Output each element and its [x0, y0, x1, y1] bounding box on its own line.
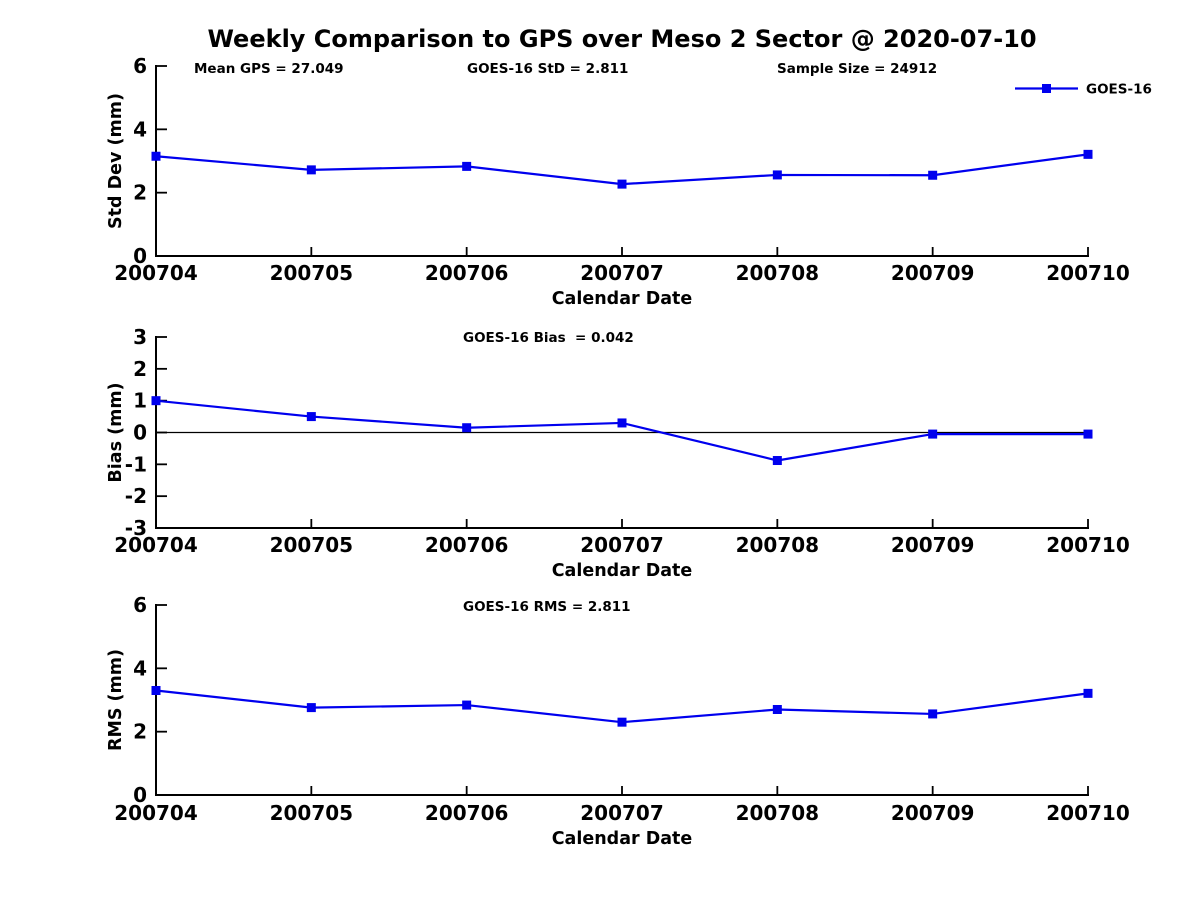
y-axis-label: Std Dev (mm): [106, 93, 126, 229]
y-tick-label: 0: [133, 783, 147, 807]
x-tick-label: 200704: [114, 533, 198, 557]
y-tick-label: 4: [133, 117, 147, 141]
x-tick-label: 200706: [425, 801, 509, 825]
data-point-marker: [617, 418, 627, 428]
x-tick-label: 200706: [425, 261, 509, 285]
y-tick-label: 2: [133, 357, 147, 381]
data-point-marker: [151, 686, 161, 695]
series-line: [155, 399, 1088, 462]
x-tick-label: 200708: [736, 261, 820, 285]
y-tick-label: 4: [133, 656, 147, 680]
y-tick-label: 6: [133, 54, 147, 78]
y-tick-label: -1: [125, 452, 147, 476]
x-axis-label: Calendar Date: [552, 561, 693, 581]
data-point-marker: [1083, 688, 1093, 698]
x-axis-label: Calendar Date: [552, 829, 693, 849]
data-point-marker: [462, 161, 472, 171]
data-point-marker: [306, 703, 316, 713]
data-point-marker: [928, 429, 938, 439]
data-point-marker: [928, 709, 938, 719]
x-tick-label: 200709: [891, 533, 975, 557]
x-tick-label: 200705: [270, 261, 354, 285]
x-tick-label: 200705: [270, 533, 354, 557]
x-tick-label: 200710: [1046, 801, 1130, 825]
std-dev-panel: 0 2 4 6 200704 200705 200706 200707 200708 200709…: [106, 54, 1152, 309]
x-tick-label: 200707: [580, 533, 664, 557]
y-tick-label: 6: [133, 593, 147, 617]
x-axis-label: Calendar Date: [552, 289, 693, 309]
y-tick-label: 2: [133, 720, 147, 744]
data-point-marker: [462, 423, 472, 433]
x-tick-label: 200704: [114, 801, 198, 825]
panel-annotation: GOES-16 RMS = 2.811: [463, 599, 631, 615]
data-point-marker: [772, 705, 782, 714]
y-tick-label: 3: [133, 325, 147, 349]
x-tick-label: 200710: [1046, 533, 1130, 557]
x-tick-label: 200710: [1046, 261, 1130, 285]
data-point-marker: [462, 700, 472, 710]
y-tick-label: -2: [125, 484, 147, 508]
data-point-marker: [1083, 149, 1093, 159]
axis-spines: [155, 604, 1089, 796]
y-tick-label: 0: [133, 244, 147, 268]
legend-label: GOES-16: [1086, 82, 1152, 98]
data-point-marker: [306, 412, 316, 422]
bias-panel: -3 -2 -1 0 1 2 3 200704 200705 200706 200707 200708…: [106, 325, 1130, 581]
panel-annotation: Sample Size = 24912: [777, 61, 937, 77]
rms-panel: 0 2 4 6 200704 200705 200706 200707 200708 200709…: [106, 593, 1130, 849]
x-tick-label: 200707: [580, 801, 664, 825]
x-tick-label: 200705: [270, 801, 354, 825]
x-tick-label: 200707: [580, 261, 664, 285]
y-tick-label: -3: [125, 516, 147, 540]
data-point-marker: [617, 717, 627, 727]
data-point-marker: [772, 170, 782, 180]
figure-title: Weekly Comparison to GPS over Meso 2 Sec…: [207, 25, 1037, 53]
panel-annotation: Mean GPS = 27.049: [194, 61, 344, 77]
y-tick-label: 1: [133, 389, 147, 413]
y-tick-label: 0: [133, 421, 147, 445]
x-tick-label: 200706: [425, 533, 509, 557]
legend-marker: [1042, 84, 1051, 93]
data-point-marker: [772, 456, 782, 466]
legend: GOES-16: [1015, 82, 1152, 98]
x-tick-label: 200709: [891, 261, 975, 285]
data-point-marker: [928, 170, 938, 180]
data-point-marker: [306, 165, 316, 175]
x-tick-label: 200709: [891, 801, 975, 825]
x-tick-label: 200708: [736, 533, 820, 557]
y-tick-label: 2: [133, 181, 147, 205]
axis-spines: [155, 65, 1089, 257]
y-axis-label: Bias (mm): [106, 382, 126, 482]
data-point-marker: [151, 396, 161, 406]
series-line: [155, 689, 1089, 724]
x-tick-label: 200708: [736, 801, 820, 825]
panel-annotation: GOES-16 StD = 2.811: [467, 61, 628, 77]
data-point-marker: [151, 151, 161, 161]
x-tick-label: 200704: [114, 261, 198, 285]
data-point-marker: [1083, 429, 1093, 439]
y-axis-label: RMS (mm): [106, 649, 126, 751]
data-point-marker: [617, 179, 627, 189]
panel-annotation: GOES-16 Bias = 0.042: [463, 330, 634, 346]
